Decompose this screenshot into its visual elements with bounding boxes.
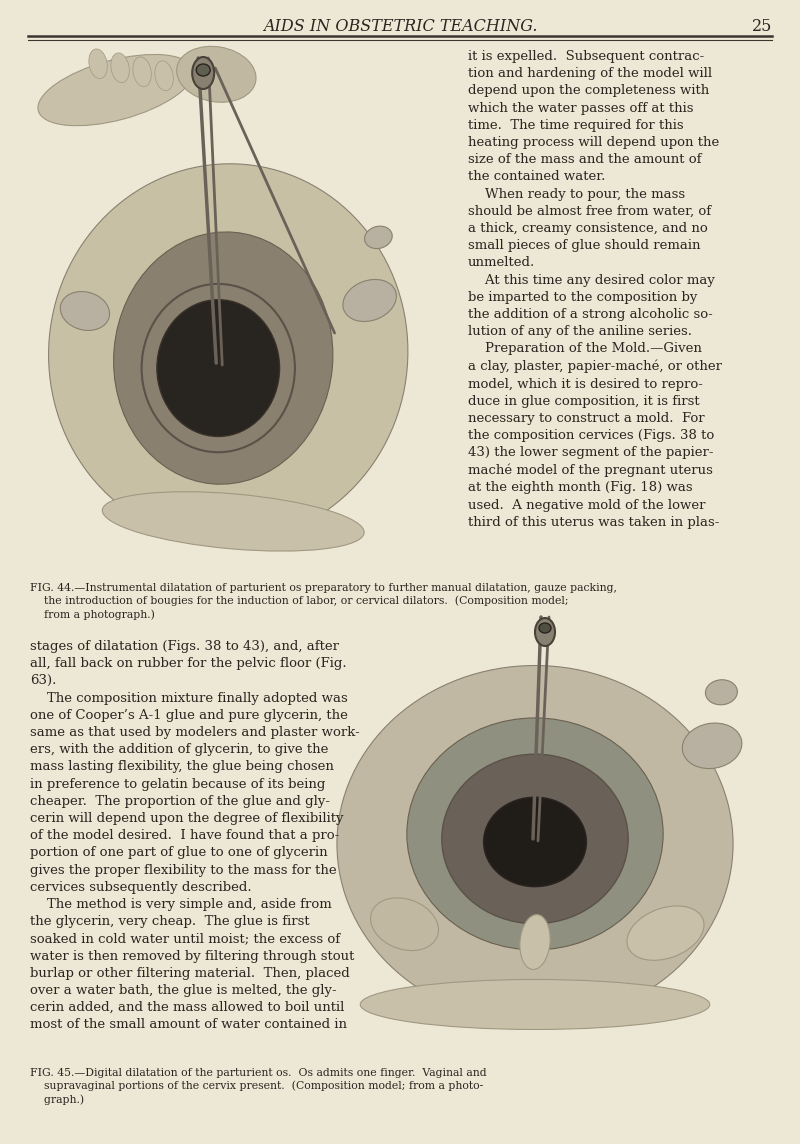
Ellipse shape — [484, 797, 586, 887]
Bar — [302, 612, 768, 1058]
Ellipse shape — [192, 57, 214, 89]
Text: AIDS IN OBSTETRIC TEACHING.: AIDS IN OBSTETRIC TEACHING. — [262, 18, 538, 35]
Ellipse shape — [89, 49, 107, 79]
Ellipse shape — [343, 279, 396, 321]
Ellipse shape — [407, 718, 663, 950]
Text: FIG. 45.—Digital dilatation of the parturient os.  Os admits one finger.  Vagina: FIG. 45.—Digital dilatation of the partu… — [30, 1068, 486, 1105]
Ellipse shape — [627, 906, 704, 960]
Ellipse shape — [196, 64, 210, 76]
Ellipse shape — [111, 53, 130, 82]
Ellipse shape — [114, 232, 333, 484]
Ellipse shape — [442, 754, 628, 923]
Ellipse shape — [365, 227, 392, 248]
Ellipse shape — [706, 680, 738, 705]
Text: FIG. 44.—Instrumental dilatation of parturient os preparatory to further manual : FIG. 44.—Instrumental dilatation of part… — [30, 583, 617, 620]
Ellipse shape — [133, 57, 151, 87]
Ellipse shape — [539, 623, 551, 633]
Ellipse shape — [38, 55, 194, 126]
Ellipse shape — [682, 723, 742, 769]
Ellipse shape — [102, 492, 364, 551]
Ellipse shape — [370, 898, 438, 951]
Ellipse shape — [520, 914, 550, 969]
Text: stages of dilatation (Figs. 38 to 43), and, after
all, fall back on rubber for t: stages of dilatation (Figs. 38 to 43), a… — [30, 639, 360, 1032]
Ellipse shape — [157, 300, 279, 437]
Text: 25: 25 — [752, 18, 772, 35]
Ellipse shape — [535, 618, 555, 646]
Ellipse shape — [60, 292, 110, 331]
Ellipse shape — [337, 666, 733, 1023]
Text: it is expelled.  Subsequent contrac-
tion and hardening of the model will
depend: it is expelled. Subsequent contrac- tion… — [468, 50, 722, 529]
Bar — [28, 48, 466, 574]
Ellipse shape — [49, 164, 408, 542]
Ellipse shape — [177, 47, 256, 102]
Ellipse shape — [155, 61, 174, 90]
Ellipse shape — [360, 979, 710, 1030]
